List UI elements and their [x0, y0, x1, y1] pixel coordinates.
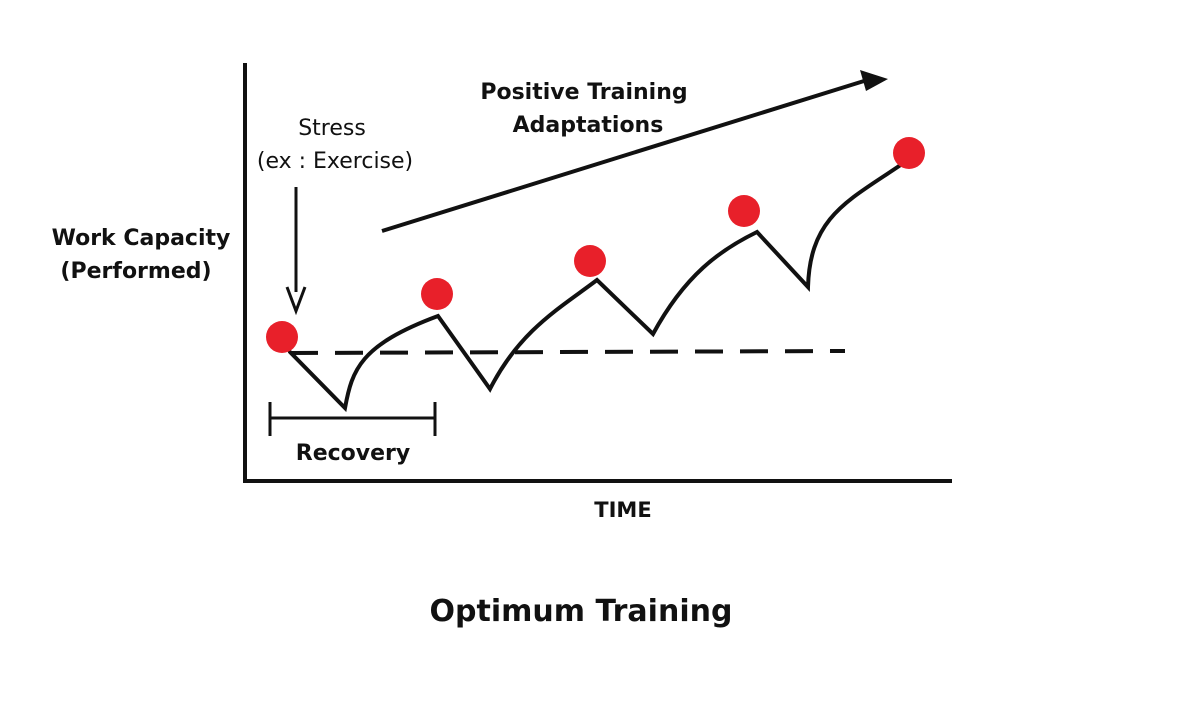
y-axis-label-line1: Work Capacity — [52, 226, 231, 251]
peak-marker — [574, 245, 606, 277]
x-axis-label: TIME — [594, 498, 651, 522]
stress-arrow — [285, 187, 307, 316]
peak-markers — [266, 137, 925, 353]
peak-marker — [421, 278, 453, 310]
diagram-title: Optimum Training — [430, 594, 733, 629]
peak-marker — [893, 137, 925, 169]
trend-label-line2: Adaptations — [513, 113, 664, 138]
peak-marker — [266, 321, 298, 353]
trend-label-line1: Positive Training — [480, 80, 687, 105]
stress-label-line2: (ex : Exercise) — [257, 149, 413, 174]
recovery-bracket — [268, 402, 437, 436]
performance-curve — [288, 160, 907, 413]
stress-label-line1: Stress — [298, 116, 366, 141]
recovery-label: Recovery — [296, 441, 410, 466]
trend-arrow — [381, 70, 888, 233]
baseline-dashed-line — [289, 349, 846, 355]
y-axis-label-line2: (Performed) — [60, 259, 211, 284]
peak-marker — [728, 195, 760, 227]
